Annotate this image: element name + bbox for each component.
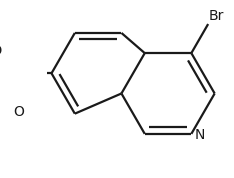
Text: HO: HO xyxy=(0,44,3,57)
Text: O: O xyxy=(13,105,24,119)
Text: N: N xyxy=(194,128,205,142)
Text: Br: Br xyxy=(209,9,224,23)
